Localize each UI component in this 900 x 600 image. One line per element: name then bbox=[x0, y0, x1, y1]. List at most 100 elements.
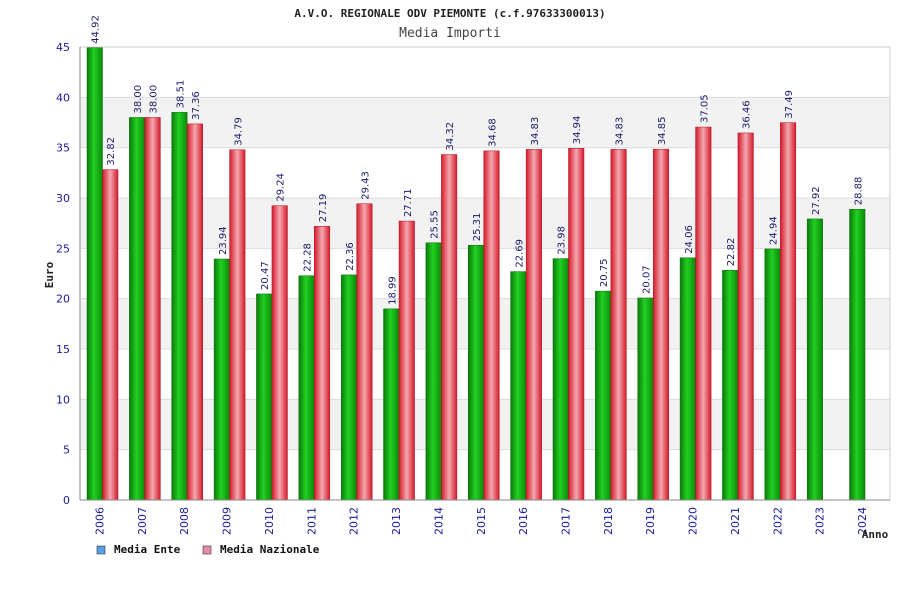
y-tick-label: 40 bbox=[56, 91, 70, 104]
value-label: 25.55 bbox=[430, 210, 441, 239]
value-label: 38.51 bbox=[175, 80, 186, 109]
value-label: 34.85 bbox=[657, 117, 668, 146]
value-label: 34.68 bbox=[488, 118, 499, 147]
chart-title: A.V.O. REGIONALE ODV PIEMONTE (c.f.97633… bbox=[294, 7, 605, 20]
x-tick-label: 2022 bbox=[771, 507, 784, 535]
grid-band bbox=[80, 97, 890, 148]
grid-band bbox=[80, 47, 890, 98]
bar-media-nazionale bbox=[102, 169, 119, 501]
x-tick-label: 2021 bbox=[729, 507, 742, 535]
value-label: 34.83 bbox=[530, 117, 541, 146]
bar-media-ente bbox=[552, 258, 569, 501]
bar-media-nazionale bbox=[441, 154, 458, 501]
bar-media-ente bbox=[806, 218, 823, 501]
x-tick-label: 2011 bbox=[305, 507, 318, 535]
x-tick-label: 2018 bbox=[602, 507, 615, 535]
x-tick-label: 2017 bbox=[559, 507, 572, 535]
legend-swatch-media-nazionale bbox=[202, 545, 212, 555]
bar-media-ente bbox=[468, 244, 485, 501]
x-tick-label: 2019 bbox=[644, 507, 657, 535]
y-tick-labels: 0 5 10 15 20 25 30 35 40 45 bbox=[56, 41, 70, 507]
value-label: 20.75 bbox=[599, 258, 610, 287]
value-label: 23.94 bbox=[218, 226, 229, 255]
y-tick-label: 45 bbox=[56, 41, 70, 54]
x-tick-label: 2014 bbox=[432, 507, 445, 535]
x-tick-label: 2015 bbox=[475, 507, 488, 535]
bar-media-ente bbox=[595, 290, 612, 501]
value-label: 29.43 bbox=[360, 171, 371, 200]
legend-label-media-ente: Media Ente bbox=[114, 543, 181, 556]
bar-media-nazionale bbox=[144, 117, 161, 501]
value-labels: 44.92 32.82 38.00 38.00 38.51 37.36 23.94 34.79… bbox=[91, 15, 865, 305]
bar-media-ente bbox=[171, 112, 188, 501]
value-label: 27.71 bbox=[403, 188, 414, 217]
y-tick-label: 25 bbox=[56, 242, 70, 255]
x-tick-label: 2009 bbox=[221, 507, 234, 535]
value-label: 18.99 bbox=[387, 276, 398, 305]
x-tick-label: 2007 bbox=[136, 507, 149, 535]
x-tick-label: 2012 bbox=[348, 507, 361, 535]
bar-media-ente bbox=[298, 275, 315, 501]
value-label: 38.00 bbox=[133, 85, 144, 114]
x-tick-label: 2016 bbox=[517, 507, 530, 535]
bar-media-nazionale bbox=[610, 149, 627, 501]
value-label: 22.82 bbox=[726, 238, 737, 267]
y-tick-label: 15 bbox=[56, 343, 70, 356]
value-label: 22.69 bbox=[514, 239, 525, 268]
value-label: 37.49 bbox=[784, 90, 795, 119]
value-label: 37.05 bbox=[699, 94, 710, 123]
x-tick-label: 2013 bbox=[390, 507, 403, 535]
bar-media-nazionale bbox=[398, 220, 415, 501]
chart-subtitle: Media Importi bbox=[399, 26, 501, 41]
value-label: 36.46 bbox=[742, 100, 753, 129]
bar-media-nazionale bbox=[737, 132, 754, 501]
value-label: 24.06 bbox=[684, 225, 695, 254]
value-label: 44.92 bbox=[91, 15, 102, 44]
bar-media-ente bbox=[764, 248, 781, 501]
bar-media-ente bbox=[679, 257, 696, 501]
value-label: 24.94 bbox=[769, 216, 780, 245]
x-axis-label: Anno bbox=[862, 528, 889, 541]
bar-media-nazionale bbox=[780, 122, 797, 501]
value-label: 27.19 bbox=[318, 194, 329, 223]
bar-media-nazionale bbox=[271, 205, 288, 501]
value-label: 34.79 bbox=[233, 117, 244, 146]
bar-media-nazionale bbox=[652, 148, 669, 501]
value-label: 32.82 bbox=[106, 137, 117, 166]
bar-media-ente bbox=[256, 293, 273, 501]
bar-media-ente bbox=[722, 270, 739, 501]
value-label: 34.32 bbox=[445, 122, 456, 151]
legend-label-media-nazionale: Media Nazionale bbox=[220, 543, 320, 556]
bar-media-ente bbox=[213, 258, 230, 501]
bar-media-ente bbox=[849, 209, 866, 501]
value-label: 37.36 bbox=[191, 91, 202, 120]
value-label: 22.36 bbox=[345, 242, 356, 271]
value-label: 38.00 bbox=[149, 85, 160, 114]
legend-swatch-media-ente bbox=[96, 545, 106, 555]
value-label: 20.47 bbox=[260, 261, 271, 290]
y-tick-label: 10 bbox=[56, 393, 70, 406]
axes bbox=[79, 47, 890, 501]
bar-media-nazionale bbox=[568, 148, 585, 501]
x-tick-labels: 2006 2007 2008 2009 2010 2011 2012 2013 2014 2015… bbox=[94, 507, 870, 535]
y-tick-label: 5 bbox=[63, 444, 70, 457]
x-tick-label: 2023 bbox=[814, 507, 827, 535]
x-tick-label: 2006 bbox=[94, 507, 107, 535]
bar-media-ente bbox=[637, 297, 654, 501]
x-tick-label: 2008 bbox=[178, 507, 191, 535]
bar-media-nazionale bbox=[186, 123, 203, 501]
bar-media-ente bbox=[340, 274, 357, 501]
bar-media-nazionale bbox=[314, 226, 331, 501]
value-label: 34.83 bbox=[615, 117, 626, 146]
bar-media-ente bbox=[86, 47, 103, 501]
value-label: 22.28 bbox=[303, 243, 314, 272]
x-tick-label: 2024 bbox=[856, 507, 869, 535]
value-label: 29.24 bbox=[276, 173, 287, 202]
bar-media-nazionale bbox=[525, 149, 542, 501]
value-label: 23.98 bbox=[557, 226, 568, 255]
bar-media-ente bbox=[510, 271, 527, 501]
y-tick-label: 35 bbox=[56, 142, 70, 155]
bar-media-ente bbox=[425, 242, 442, 501]
bar-media-nazionale bbox=[695, 126, 712, 501]
